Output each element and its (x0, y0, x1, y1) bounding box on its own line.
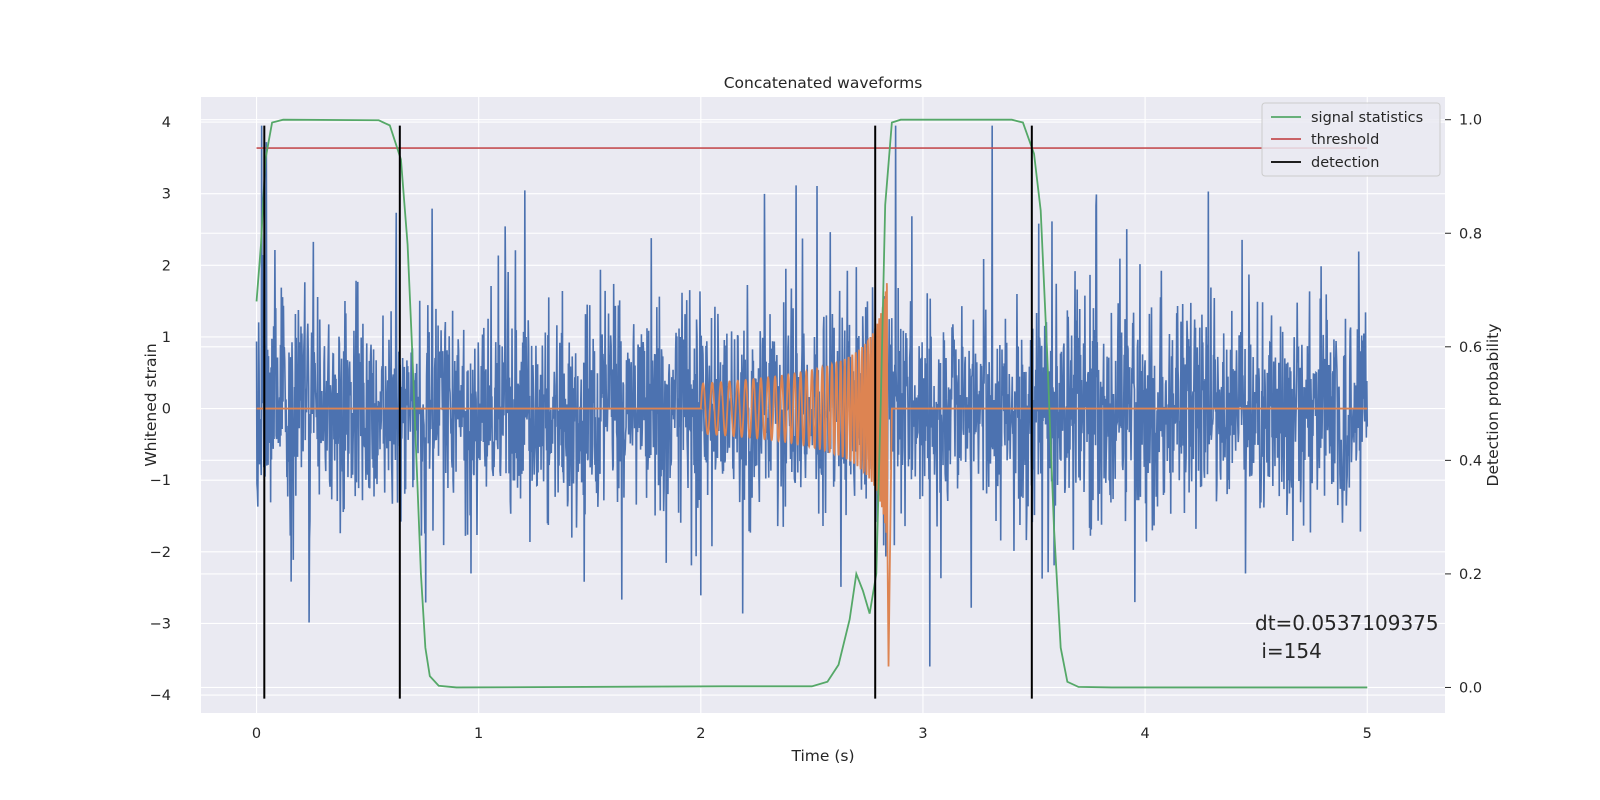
signal-statistics-line (255, 118, 1368, 689)
y-tick-label: 1 (162, 330, 171, 346)
y2-axis-label: Detection probability (1484, 324, 1502, 487)
y-tick-label: 0 (162, 402, 171, 418)
y-tick-label: −4 (150, 688, 171, 704)
y2-tick-label: 0.0 (1459, 680, 1482, 696)
x-tick-label: 1 (474, 726, 483, 742)
annotation-i: i=154 (1255, 639, 1322, 663)
y-tick-label: 2 (162, 258, 171, 274)
x-tick-label: 0 (252, 726, 261, 742)
x-tick-label: 2 (696, 726, 705, 742)
x-tick-label: 3 (918, 726, 927, 742)
legend: signal statistics threshold detection (1261, 102, 1441, 177)
y2-tick-label: 0.4 (1459, 453, 1482, 469)
legend-box (1261, 102, 1441, 177)
y-axis-label: Whitened strain (142, 343, 160, 466)
x-axis-label: Time (s) (790, 747, 854, 765)
y-tick-label: 3 (162, 187, 171, 203)
y-tick-label: −1 (150, 473, 171, 489)
legend-label-signal-statistics: signal statistics (1311, 110, 1423, 126)
legend-label-detection: detection (1311, 155, 1379, 171)
chart-title: Concatenated waveforms (724, 74, 923, 92)
y-tick-label: 4 (162, 115, 171, 131)
y-tick-label: −3 (150, 616, 171, 632)
x-tick-label: 4 (1140, 726, 1149, 742)
y2-tick-label: 0.8 (1459, 226, 1482, 242)
y2-tick-label: 0.6 (1459, 340, 1482, 356)
series-layer (255, 118, 1369, 699)
x-tick-label: 5 (1363, 726, 1372, 742)
annotation-dt: dt=0.0537109375 (1255, 611, 1439, 635)
template-signal-line (256, 283, 1368, 667)
legend-label-threshold: threshold (1311, 132, 1379, 148)
y2-tick-label: 1.0 (1459, 113, 1482, 129)
y-tick-label: −2 (150, 545, 171, 561)
strain-series-line (255, 125, 1369, 667)
y2-tick-label: 0.2 (1459, 567, 1482, 583)
tick-labels: 0 1 2 3 4 5 −4 −3 −2 −1 0 1 2 3 4 0.0 0.2 0.4 0.6 0.8 1.0 (150, 113, 1482, 742)
